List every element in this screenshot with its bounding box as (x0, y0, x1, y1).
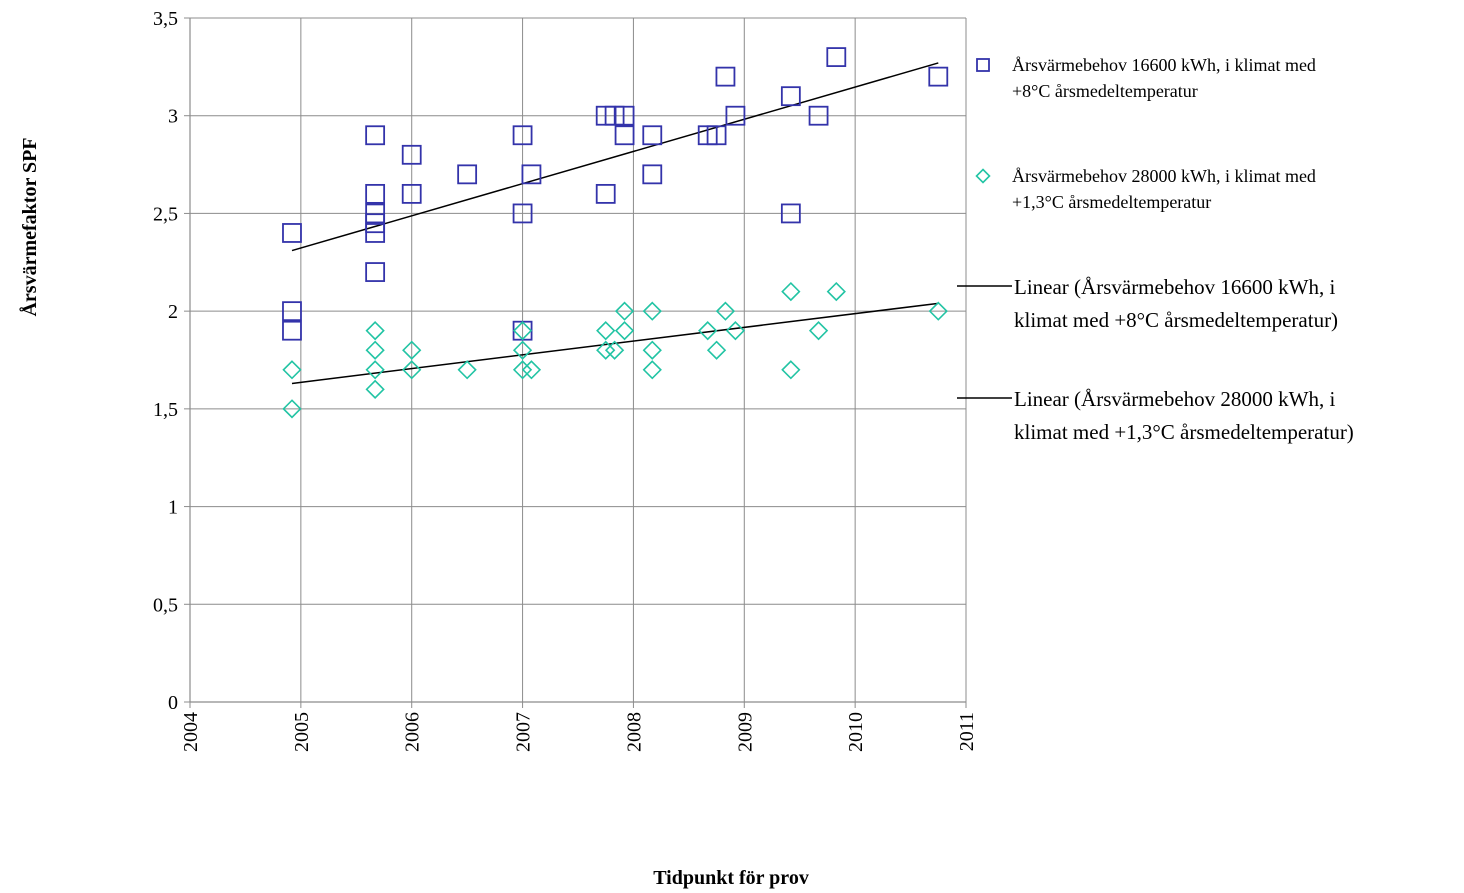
diamond-point (782, 283, 799, 300)
diamond-point (828, 283, 845, 300)
x-tick-label: 2004 (180, 712, 202, 752)
x-tick-label: 2011 (956, 712, 978, 751)
legend-label: Årsvärmebehov 16600 kWh, i klimat med (1012, 55, 1316, 75)
diamond-point (283, 361, 300, 378)
legend-diamond-icon (977, 170, 990, 183)
x-tick-label: 2007 (513, 712, 535, 752)
legend-label: Linear (Årsvärmebehov 28000 kWh, i (1014, 387, 1335, 411)
x-tick-label: 2006 (402, 712, 424, 752)
x-tick-label: 2008 (623, 712, 645, 752)
square-point (458, 165, 476, 183)
diamond-point (367, 361, 384, 378)
y-tick-label: 0,5 (153, 594, 178, 616)
diamond-point (810, 322, 827, 339)
diamond-point (708, 342, 725, 359)
legend: Årsvärmebehov 16600 kWh, i klimat med +8°… (957, 55, 1354, 444)
square-point (643, 126, 661, 144)
x-axis-label: Tidpunkt för prov (653, 867, 809, 889)
legend-label: klimat med +8°C årsmedeltemperatur) (1014, 308, 1338, 332)
square-point (782, 87, 800, 105)
x-tick-label: 2009 (734, 712, 756, 752)
grid (190, 18, 966, 702)
legend-label: klimat med +1,3°C årsmedeltemperatur) (1014, 420, 1354, 444)
square-point (366, 185, 384, 203)
square-point (616, 126, 634, 144)
legend-label: Årsvärmebehov 28000 kWh, i klimat med (1012, 166, 1316, 186)
diamond-point (644, 361, 661, 378)
square-point (827, 48, 845, 66)
square-point (643, 165, 661, 183)
y-tick-label: 2 (168, 301, 178, 323)
diamond-point (597, 322, 614, 339)
square-point (366, 126, 384, 144)
square-point (366, 263, 384, 281)
y-tick-label: 2,5 (153, 203, 178, 225)
x-tick-labels: 2004 2005 2006 2007 2008 2009 2010 2011 (180, 712, 978, 752)
legend-label: +1,3°C årsmedeltemperatur (1012, 192, 1211, 212)
square-point (283, 224, 301, 242)
diamond-point (727, 322, 744, 339)
diamond-point (367, 322, 384, 339)
diamond-point (459, 361, 476, 378)
y-tick-label: 0 (168, 692, 178, 714)
square-point (597, 185, 615, 203)
square-point (283, 322, 301, 340)
diamond-point (367, 342, 384, 359)
square-point (716, 68, 734, 86)
diamond-point (367, 381, 384, 398)
diamond-point (782, 361, 799, 378)
legend-label: +8°C årsmedeltemperatur (1012, 81, 1198, 101)
data-points (283, 48, 947, 417)
diamond-point (644, 342, 661, 359)
trend-line (292, 63, 938, 251)
y-tick-label: 3,5 (153, 8, 178, 30)
y-tick-label: 3 (168, 106, 178, 128)
diamond-point (616, 322, 633, 339)
x-tick-label: 2010 (845, 712, 867, 752)
legend-square-icon (977, 59, 989, 71)
square-point (929, 68, 947, 86)
x-tick-label: 2005 (291, 712, 313, 752)
legend-label: Linear (Årsvärmebehov 16600 kWh, i (1014, 275, 1335, 299)
y-axis-label: Årsvärmefaktor SPF (18, 137, 41, 316)
y-tick-labels: 0 0,5 1 1,5 2 2,5 3 3,5 (153, 8, 178, 714)
y-tick-label: 1 (168, 497, 178, 519)
y-tick-label: 1,5 (153, 399, 178, 421)
